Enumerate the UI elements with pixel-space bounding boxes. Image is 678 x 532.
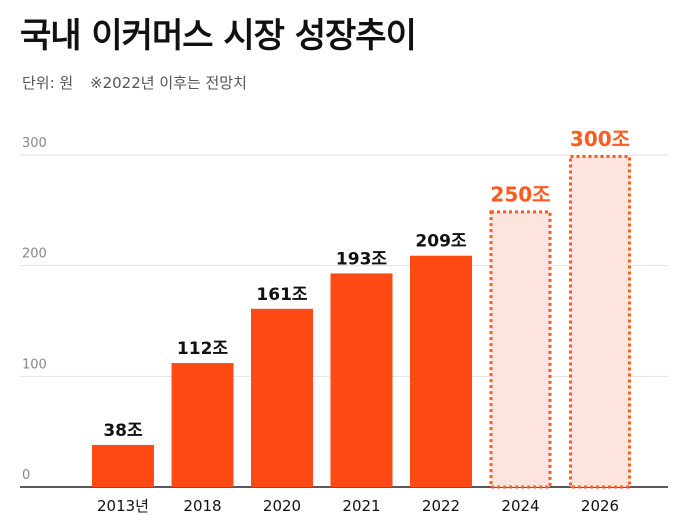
forecast-bar: [569, 155, 631, 489]
unit-note: 단위: 원: [22, 74, 74, 92]
y-tick-label: 0: [22, 468, 30, 483]
x-tick-label: 2026: [581, 497, 619, 515]
bar-layer: [92, 155, 631, 489]
bar: [410, 255, 472, 487]
bar: [92, 444, 154, 487]
x-tick-label: 2020: [263, 497, 301, 515]
data-label: 38조: [103, 421, 143, 441]
y-tick-label: 100: [22, 357, 47, 372]
forecast-bar: [489, 210, 552, 489]
forecast-note: ※2022년 이후는 전망치: [90, 74, 247, 92]
data-label: 300조: [570, 127, 630, 151]
label-layer: 38조 2013년 112조 2018 161조 2020 193조 2021 209조 2022…: [97, 127, 630, 515]
data-label: 112조: [177, 339, 228, 359]
x-tick-label: 2013년: [97, 497, 149, 515]
bar: [171, 363, 234, 487]
x-tick-label: 2021: [342, 497, 380, 515]
chart-title: 국내 이커머스 시장 성장추이: [20, 16, 417, 56]
x-tick-label: 2024: [501, 497, 539, 515]
data-label: 193조: [336, 249, 387, 269]
bar: [330, 273, 393, 487]
x-tick-label: 2022: [422, 497, 460, 515]
data-label: 250조: [490, 182, 550, 206]
data-label: 209조: [415, 232, 466, 252]
x-tick-label: 2018: [183, 497, 221, 515]
data-label: 161조: [256, 285, 307, 305]
bar: [251, 308, 313, 487]
chart-subtitle: 단위: 원 ※2022년 이후는 전망치: [22, 72, 259, 93]
y-tick-label: 300: [22, 136, 47, 151]
y-tick-label: 200: [22, 247, 47, 262]
